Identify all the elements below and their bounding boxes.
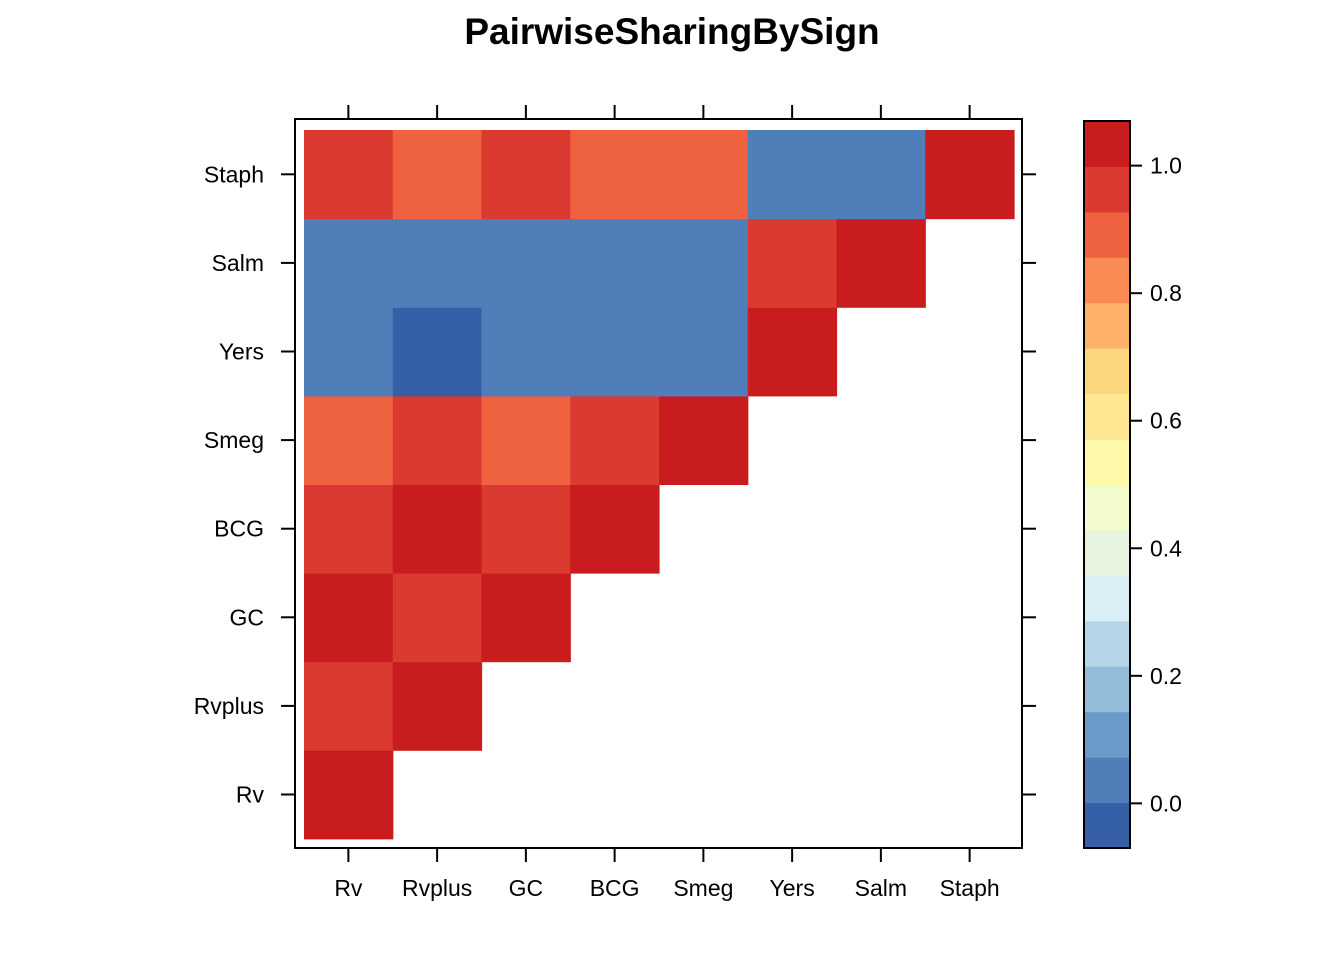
y-tick-label: Smeg [204,427,264,453]
heatmap-cell-staph-rv [304,130,394,220]
heatmap-cell-staph-rvplus [392,130,483,220]
colorbar-bin [1084,666,1130,713]
heatmap-cell-smeg-smeg [659,395,749,485]
y-tick-label: Rv [236,782,265,808]
heatmap-cell-smeg-rvplus [392,395,483,485]
colorbar-bin [1084,711,1130,758]
heatmap-cell-staph-salm [836,130,926,220]
x-tick-label: Rvplus [402,875,472,901]
chart-title: PairwiseSharingBySign [464,11,879,52]
colorbar-tick-label: 0.4 [1150,535,1182,561]
x-tick-label: Salm [855,875,907,901]
heatmap-cell-smeg-bcg [570,395,660,485]
heatmap-cell-smeg-gc [481,395,571,485]
heatmap-cell-yers-rv [304,307,394,397]
x-tick-label: Rv [334,875,363,901]
heatmap-cell-rvplus-rv [304,661,394,751]
x-tick-label: BCG [590,875,640,901]
heatmap-cell-bcg-rv [304,484,394,574]
colorbar-bin [1084,211,1130,258]
heatmap-cell-bcg-bcg [570,484,660,574]
colorbar-frame [1083,120,1131,849]
y-tick-label: Rvplus [194,693,264,719]
colorbar-bin [1084,757,1130,804]
colorbar-bin [1084,484,1130,531]
heatmap-cell-gc-rv [304,573,394,663]
colorbar-bin [1084,393,1130,440]
colorbar-tick-label: 0.2 [1150,663,1182,689]
y-tick-label: Staph [204,161,264,187]
heatmap-cell-yers-smeg [659,307,749,397]
heatmap-cell-salm-rvplus [392,218,483,308]
heatmap-cell-staph-staph [925,130,1015,220]
colorbar-bin [1084,802,1130,849]
colorbar-tick-label: 0.0 [1150,790,1182,816]
y-tick-label: Yers [219,339,264,365]
heatmap-cell-staph-bcg [570,130,660,220]
colorbar-bin [1084,620,1130,667]
heatmap-cell-salm-rv [304,218,394,308]
heatmap-cell-bcg-rvplus [392,484,483,574]
x-tick-label: GC [509,875,544,901]
heatmap-cell-salm-smeg [659,218,749,308]
colorbar-bin [1084,348,1130,395]
heatmap-cell-staph-smeg [659,130,749,220]
colorbar-bin [1084,121,1130,167]
heatmap-cell-gc-rvplus [392,573,483,663]
colorbar-bin [1084,439,1130,485]
colorbar-tick-label: 0.8 [1150,280,1182,306]
colorbar: 0.0 0.2 0.4 0.6 0.8 1.0 [1083,120,1182,849]
x-tick-label: Staph [940,875,1000,901]
heatmap-cell-rv-rv [304,750,394,840]
heatmap-cell-rvplus-rvplus [392,661,483,751]
heatmap-cell-smeg-rv [304,395,394,485]
heatmap-cell-yers-rvplus [392,307,483,397]
heatmap-cell-salm-bcg [570,218,660,308]
colorbar-tick-label: 0.6 [1150,408,1182,434]
y-tick-label: Salm [212,250,264,276]
axis-ticks: Rv Rvplus GC BCG Smeg Yers Salm Staph Rv Rvplus GC… [194,105,1036,901]
colorbar-bin [1084,575,1130,622]
heatmap-cells [304,130,1015,840]
heatmap-cell-staph-yers [747,130,838,220]
heatmap-cell-yers-bcg [570,307,660,397]
heatmap-cell-bcg-gc [481,484,571,574]
heatmap-cell-salm-salm [836,218,926,308]
heatmap-cell-yers-yers [747,307,838,397]
x-tick-label: Smeg [673,875,733,901]
colorbar-tick-label: 1.0 [1150,153,1182,179]
colorbar-bin [1084,166,1130,213]
colorbar-bin [1084,529,1130,576]
colorbar-bin [1084,257,1130,304]
heatmap-cell-yers-gc [481,307,571,397]
y-tick-label: GC [230,604,265,630]
y-tick-label: BCG [214,516,264,542]
x-tick-label: Yers [770,875,815,901]
plot-frame [294,118,1023,849]
heatmap-cell-salm-gc [481,218,571,308]
heatmap-cell-gc-gc [481,573,571,663]
heatmap-cell-staph-gc [481,130,571,220]
heatmap-cell-salm-yers [747,218,838,308]
colorbar-bin [1084,302,1130,349]
